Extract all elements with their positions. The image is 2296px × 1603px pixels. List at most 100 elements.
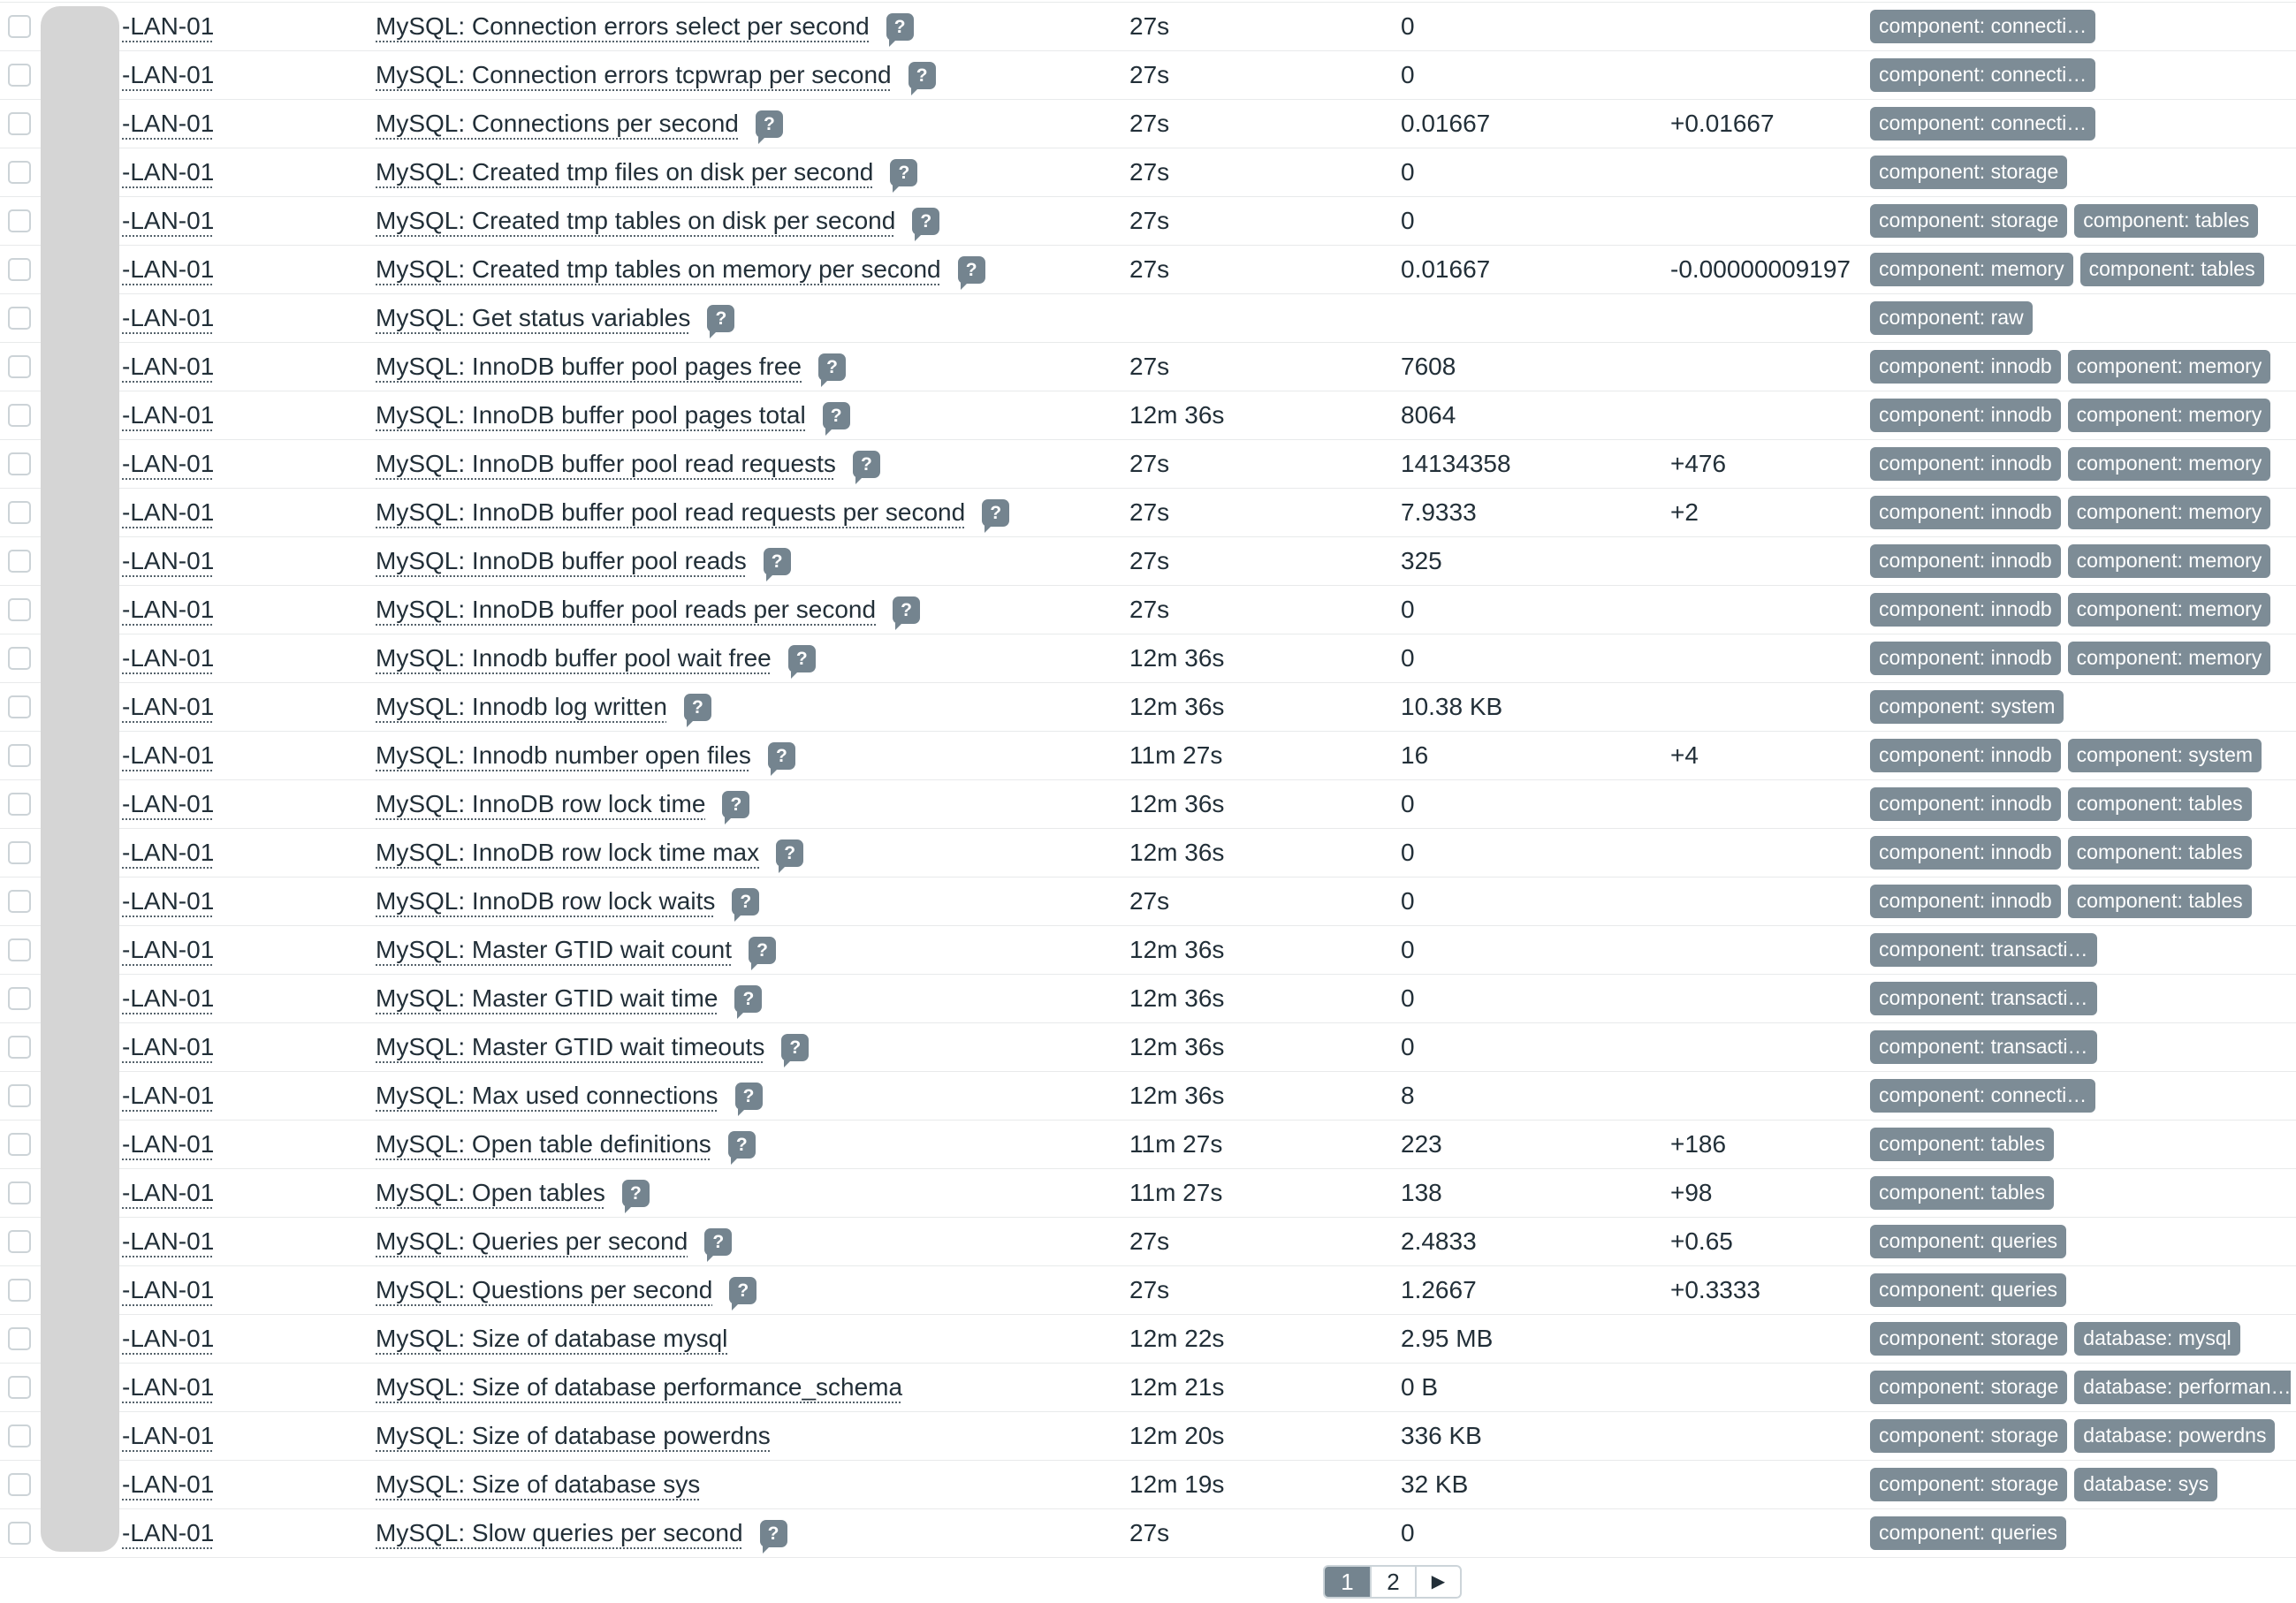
tag-badge[interactable]: component: innodb (1870, 350, 2061, 384)
tag-badge[interactable]: component: transacti… (1870, 982, 2097, 1015)
next-page-button[interactable]: ▶ (1415, 1567, 1460, 1597)
help-icon[interactable]: ? (707, 304, 735, 338)
help-icon[interactable]: ? (759, 1519, 787, 1554)
host-link[interactable]: -LAN-01 (122, 596, 215, 623)
item-name-link[interactable]: MySQL: InnoDB row lock waits (376, 887, 716, 915)
row-checkbox[interactable] (8, 890, 31, 913)
item-name-link[interactable]: MySQL: Innodb log written (376, 693, 667, 720)
page-1-button[interactable]: 1 (1325, 1567, 1370, 1597)
tag-badge[interactable]: component: connecti… (1870, 58, 2096, 92)
tag-badge[interactable]: component: innodb (1870, 447, 2061, 481)
tag-badge[interactable]: component: queries (1870, 1516, 2067, 1550)
host-link[interactable]: -LAN-01 (122, 450, 215, 477)
tag-badge[interactable]: component: connecti… (1870, 1079, 2096, 1113)
row-checkbox[interactable] (8, 1084, 31, 1107)
item-name-link[interactable]: MySQL: Size of database performance_sche… (376, 1373, 903, 1401)
item-name-link[interactable]: MySQL: Master GTID wait timeouts (376, 1033, 765, 1060)
item-name-link[interactable]: MySQL: InnoDB buffer pool pages free (376, 353, 802, 380)
row-checkbox[interactable] (8, 501, 31, 524)
tag-badge[interactable]: component: innodb (1870, 496, 2061, 529)
tag-badge[interactable]: component: tables (1870, 1128, 2054, 1161)
tag-badge[interactable]: component: memory (2067, 496, 2271, 529)
help-icon[interactable]: ? (852, 450, 880, 484)
tag-badge[interactable]: database: mysql (2074, 1322, 2240, 1356)
host-link[interactable]: -LAN-01 (122, 644, 215, 672)
host-link[interactable]: -LAN-01 (122, 1130, 215, 1158)
tag-badge[interactable]: component: innodb (1870, 739, 2061, 772)
item-name-link[interactable]: MySQL: Open table definitions (376, 1130, 711, 1158)
tag-badge[interactable]: component: raw (1870, 301, 2033, 335)
tag-badge[interactable]: component: memory (2067, 399, 2271, 432)
item-name-link[interactable]: MySQL: Slow queries per second (376, 1519, 743, 1546)
tag-badge[interactable]: component: memory (1870, 253, 2073, 286)
row-checkbox[interactable] (8, 987, 31, 1010)
tag-badge[interactable]: component: memory (2067, 544, 2271, 578)
host-link[interactable]: -LAN-01 (122, 741, 215, 769)
row-checkbox[interactable] (8, 64, 31, 87)
tag-badge[interactable]: component: memory (2067, 350, 2271, 384)
help-icon[interactable]: ? (822, 401, 850, 436)
help-icon[interactable]: ? (722, 790, 750, 824)
item-name-link[interactable]: MySQL: Innodb number open files (376, 741, 751, 769)
host-link[interactable]: -LAN-01 (122, 693, 215, 720)
tag-badge[interactable]: component: tables (1870, 1176, 2054, 1210)
help-icon[interactable]: ? (734, 1082, 763, 1116)
page-2-button[interactable]: 2 (1370, 1567, 1415, 1597)
help-icon[interactable]: ? (763, 547, 791, 581)
row-checkbox[interactable] (8, 1133, 31, 1156)
host-link[interactable]: -LAN-01 (122, 12, 215, 40)
item-name-link[interactable]: MySQL: Get status variables (376, 304, 691, 331)
tag-badge[interactable]: component: tables (2067, 885, 2252, 918)
tag-badge[interactable]: component: queries (1870, 1273, 2067, 1307)
host-link[interactable]: -LAN-01 (122, 936, 215, 963)
tag-badge[interactable]: component: system (1870, 690, 2064, 724)
host-link[interactable]: -LAN-01 (122, 401, 215, 429)
tag-badge[interactable]: component: innodb (1870, 787, 2061, 821)
tag-badge[interactable]: component: transacti… (1870, 933, 2097, 967)
row-checkbox[interactable] (8, 307, 31, 330)
host-link[interactable]: -LAN-01 (122, 887, 215, 915)
tag-badge[interactable]: component: innodb (1870, 836, 2061, 870)
item-name-link[interactable]: MySQL: Created tmp tables on disk per se… (376, 207, 896, 234)
host-link[interactable]: -LAN-01 (122, 1519, 215, 1546)
item-name-link[interactable]: MySQL: InnoDB buffer pool reads per seco… (376, 596, 877, 623)
help-icon[interactable]: ? (732, 887, 760, 922)
item-name-link[interactable]: MySQL: InnoDB buffer pool reads (376, 547, 747, 574)
row-checkbox[interactable] (8, 452, 31, 475)
host-link[interactable]: -LAN-01 (122, 1227, 215, 1255)
host-link[interactable]: -LAN-01 (122, 1179, 215, 1206)
help-icon[interactable]: ? (729, 1276, 757, 1311)
help-icon[interactable]: ? (734, 984, 763, 1019)
tag-badge[interactable]: database: performan… (2074, 1371, 2291, 1404)
row-checkbox[interactable] (8, 938, 31, 961)
item-name-link[interactable]: MySQL: InnoDB row lock time (376, 790, 706, 817)
host-link[interactable]: -LAN-01 (122, 1033, 215, 1060)
row-checkbox[interactable] (8, 550, 31, 573)
item-name-link[interactable]: MySQL: Size of database mysql (376, 1325, 728, 1352)
row-checkbox[interactable] (8, 209, 31, 232)
help-icon[interactable]: ? (767, 741, 795, 776)
item-name-link[interactable]: MySQL: InnoDB buffer pool read requests … (376, 498, 966, 526)
item-name-link[interactable]: MySQL: Innodb buffer pool wait free (376, 644, 772, 672)
help-icon[interactable]: ? (787, 644, 816, 679)
item-name-link[interactable]: MySQL: Open tables (376, 1179, 605, 1206)
host-link[interactable]: -LAN-01 (122, 1373, 215, 1401)
help-icon[interactable]: ? (886, 12, 914, 47)
row-checkbox[interactable] (8, 1473, 31, 1496)
row-checkbox[interactable] (8, 744, 31, 767)
row-checkbox[interactable] (8, 598, 31, 621)
item-name-link[interactable]: MySQL: Size of database sys (376, 1470, 701, 1498)
tag-badge[interactable]: component: system (2067, 739, 2262, 772)
help-icon[interactable]: ? (982, 498, 1010, 533)
tag-badge[interactable]: component: tables (2079, 253, 2264, 286)
tag-badge[interactable]: database: sys (2074, 1468, 2218, 1501)
row-checkbox[interactable] (8, 841, 31, 864)
item-name-link[interactable]: MySQL: Connection errors select per seco… (376, 12, 870, 40)
tag-badge[interactable]: component: innodb (1870, 399, 2061, 432)
help-icon[interactable]: ? (776, 839, 804, 873)
help-icon[interactable]: ? (704, 1227, 733, 1262)
help-icon[interactable]: ? (749, 936, 776, 970)
help-icon[interactable]: ? (755, 110, 783, 144)
host-link[interactable]: -LAN-01 (122, 984, 215, 1012)
host-link[interactable]: -LAN-01 (122, 839, 215, 866)
